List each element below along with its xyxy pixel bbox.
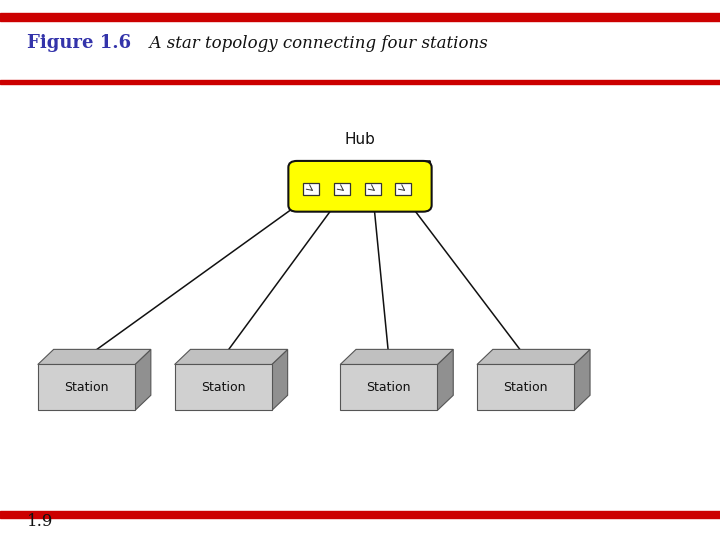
Text: Hub: Hub	[345, 132, 375, 147]
FancyBboxPatch shape	[288, 161, 431, 212]
Bar	[303, 184, 319, 195]
Bar	[37, 364, 135, 410]
Text: Figure 1.6: Figure 1.6	[27, 34, 132, 52]
Bar	[334, 184, 350, 195]
Polygon shape	[477, 349, 590, 364]
Bar	[0, 80, 720, 84]
Polygon shape	[297, 161, 431, 167]
Polygon shape	[575, 349, 590, 410]
Bar	[0, 14, 720, 21]
Text: Station: Station	[503, 381, 548, 394]
Bar	[341, 364, 438, 410]
Bar	[395, 184, 411, 195]
Polygon shape	[272, 349, 288, 410]
Text: 1.9: 1.9	[27, 514, 54, 530]
Polygon shape	[37, 349, 151, 364]
Polygon shape	[174, 349, 288, 364]
Text: A star topology connecting four stations: A star topology connecting four stations	[139, 35, 487, 52]
Text: Station: Station	[366, 381, 411, 394]
Bar	[0, 511, 720, 518]
Polygon shape	[423, 161, 431, 205]
Bar	[365, 184, 381, 195]
Polygon shape	[135, 349, 151, 410]
Polygon shape	[438, 349, 454, 410]
Bar	[174, 364, 272, 410]
Polygon shape	[341, 349, 454, 364]
Text: Station: Station	[201, 381, 246, 394]
Bar	[477, 364, 575, 410]
Text: Station: Station	[64, 381, 109, 394]
